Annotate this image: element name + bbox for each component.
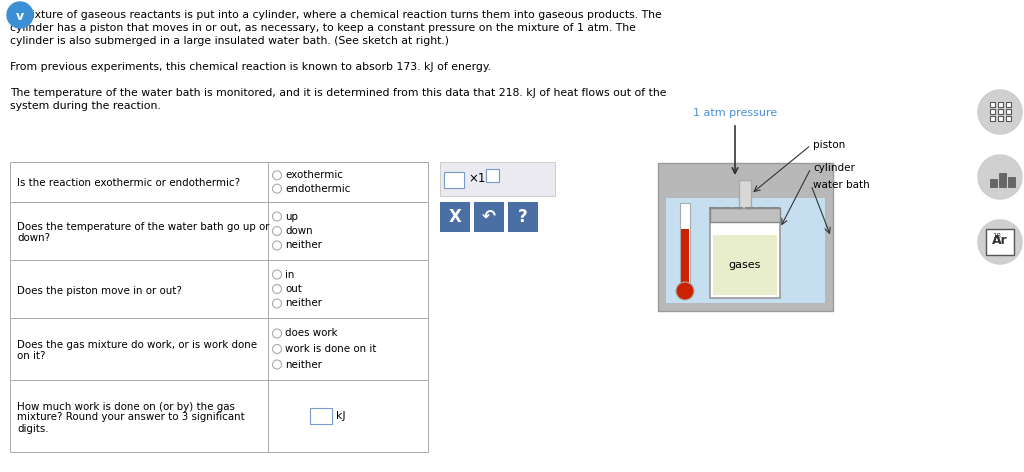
Bar xyxy=(986,229,1014,255)
Bar xyxy=(680,203,690,295)
Text: down?: down? xyxy=(17,233,50,243)
Bar xyxy=(997,116,1002,120)
Circle shape xyxy=(272,360,282,369)
Bar xyxy=(268,202,428,260)
Text: endothermic: endothermic xyxy=(285,184,350,194)
Text: How much work is done on (or by) the gas: How much work is done on (or by) the gas xyxy=(17,402,234,412)
Text: digits.: digits. xyxy=(17,423,48,433)
Circle shape xyxy=(272,329,282,338)
Bar xyxy=(268,380,428,452)
Circle shape xyxy=(272,285,282,294)
Text: cylinder is also submerged in a large insulated water bath. (See sketch at right: cylinder is also submerged in a large in… xyxy=(10,36,449,46)
Text: Does the temperature of the water bath go up or: Does the temperature of the water bath g… xyxy=(17,222,269,232)
Circle shape xyxy=(272,212,282,221)
Bar xyxy=(268,260,428,318)
Text: neither: neither xyxy=(285,360,322,370)
Bar xyxy=(1006,116,1011,120)
Bar xyxy=(268,162,428,202)
Bar xyxy=(10,260,268,318)
Text: system during the reaction.: system during the reaction. xyxy=(10,101,161,111)
Bar xyxy=(739,180,751,208)
Circle shape xyxy=(272,171,282,180)
Circle shape xyxy=(272,270,282,279)
Circle shape xyxy=(7,2,33,28)
Text: in: in xyxy=(285,270,294,279)
Bar xyxy=(1006,109,1011,113)
Bar xyxy=(440,202,470,232)
Bar xyxy=(310,408,332,424)
Bar xyxy=(268,318,428,380)
Bar xyxy=(989,116,994,120)
Circle shape xyxy=(978,155,1022,199)
Bar xyxy=(710,208,780,222)
Circle shape xyxy=(676,282,694,300)
Text: 1 atm pressure: 1 atm pressure xyxy=(693,108,777,118)
Text: on it?: on it? xyxy=(17,351,45,361)
Bar xyxy=(508,202,538,232)
Text: water bath: water bath xyxy=(813,180,869,190)
Bar xyxy=(997,101,1002,107)
Bar xyxy=(990,179,997,187)
Circle shape xyxy=(978,90,1022,134)
Bar xyxy=(1008,177,1015,187)
Bar xyxy=(10,202,268,260)
Text: ×10: ×10 xyxy=(468,172,493,185)
Text: From previous experiments, this chemical reaction is known to absorb 173. kJ of : From previous experiments, this chemical… xyxy=(10,62,492,72)
Text: exothermic: exothermic xyxy=(285,170,343,180)
Bar xyxy=(10,162,268,202)
Text: work is done on it: work is done on it xyxy=(285,344,377,354)
Text: 18: 18 xyxy=(992,233,1001,239)
Text: cylinder has a piston that moves in or out, as necessary, to keep a constant pre: cylinder has a piston that moves in or o… xyxy=(10,23,636,33)
Circle shape xyxy=(272,241,282,250)
Bar xyxy=(666,198,825,303)
Text: down: down xyxy=(285,226,312,236)
Text: v: v xyxy=(16,9,24,23)
Circle shape xyxy=(272,184,282,193)
Text: mixture? Round your answer to 3 significant: mixture? Round your answer to 3 signific… xyxy=(17,413,245,422)
Text: Does the gas mixture do work, or is work done: Does the gas mixture do work, or is work… xyxy=(17,340,257,350)
Text: Is the reaction exothermic or endothermic?: Is the reaction exothermic or endothermi… xyxy=(17,178,240,188)
Bar xyxy=(444,172,464,188)
Circle shape xyxy=(272,345,282,354)
Bar xyxy=(486,169,499,182)
Bar xyxy=(710,208,780,298)
Text: The temperature of the water bath is monitored, and it is determined from this d: The temperature of the water bath is mon… xyxy=(10,88,667,98)
Bar xyxy=(989,101,994,107)
Bar xyxy=(681,229,689,294)
Bar xyxy=(658,163,833,311)
Text: does work: does work xyxy=(285,329,338,338)
Text: Does the piston move in or out?: Does the piston move in or out? xyxy=(17,286,182,295)
Text: ?: ? xyxy=(518,208,528,226)
Bar xyxy=(997,109,1002,113)
Text: piston: piston xyxy=(813,140,845,150)
Bar xyxy=(10,380,268,452)
Text: neither: neither xyxy=(285,298,322,309)
Text: kJ: kJ xyxy=(336,411,346,421)
Text: ↶: ↶ xyxy=(482,208,496,226)
Text: up: up xyxy=(285,211,298,221)
Bar xyxy=(989,109,994,113)
Bar xyxy=(474,202,504,232)
Bar xyxy=(999,173,1006,187)
Bar xyxy=(440,162,555,196)
Circle shape xyxy=(272,299,282,308)
Circle shape xyxy=(978,220,1022,264)
Bar xyxy=(1006,101,1011,107)
Text: neither: neither xyxy=(285,241,322,251)
Text: X: X xyxy=(449,208,462,226)
Text: out: out xyxy=(285,284,302,294)
Bar xyxy=(10,318,268,380)
Text: Ar: Ar xyxy=(992,234,1008,246)
Circle shape xyxy=(272,227,282,236)
Bar xyxy=(713,235,777,295)
Text: cylinder: cylinder xyxy=(813,163,855,173)
Text: gases: gases xyxy=(729,260,761,270)
Text: A mixture of gaseous reactants is put into a cylinder, where a chemical reaction: A mixture of gaseous reactants is put in… xyxy=(10,10,662,20)
